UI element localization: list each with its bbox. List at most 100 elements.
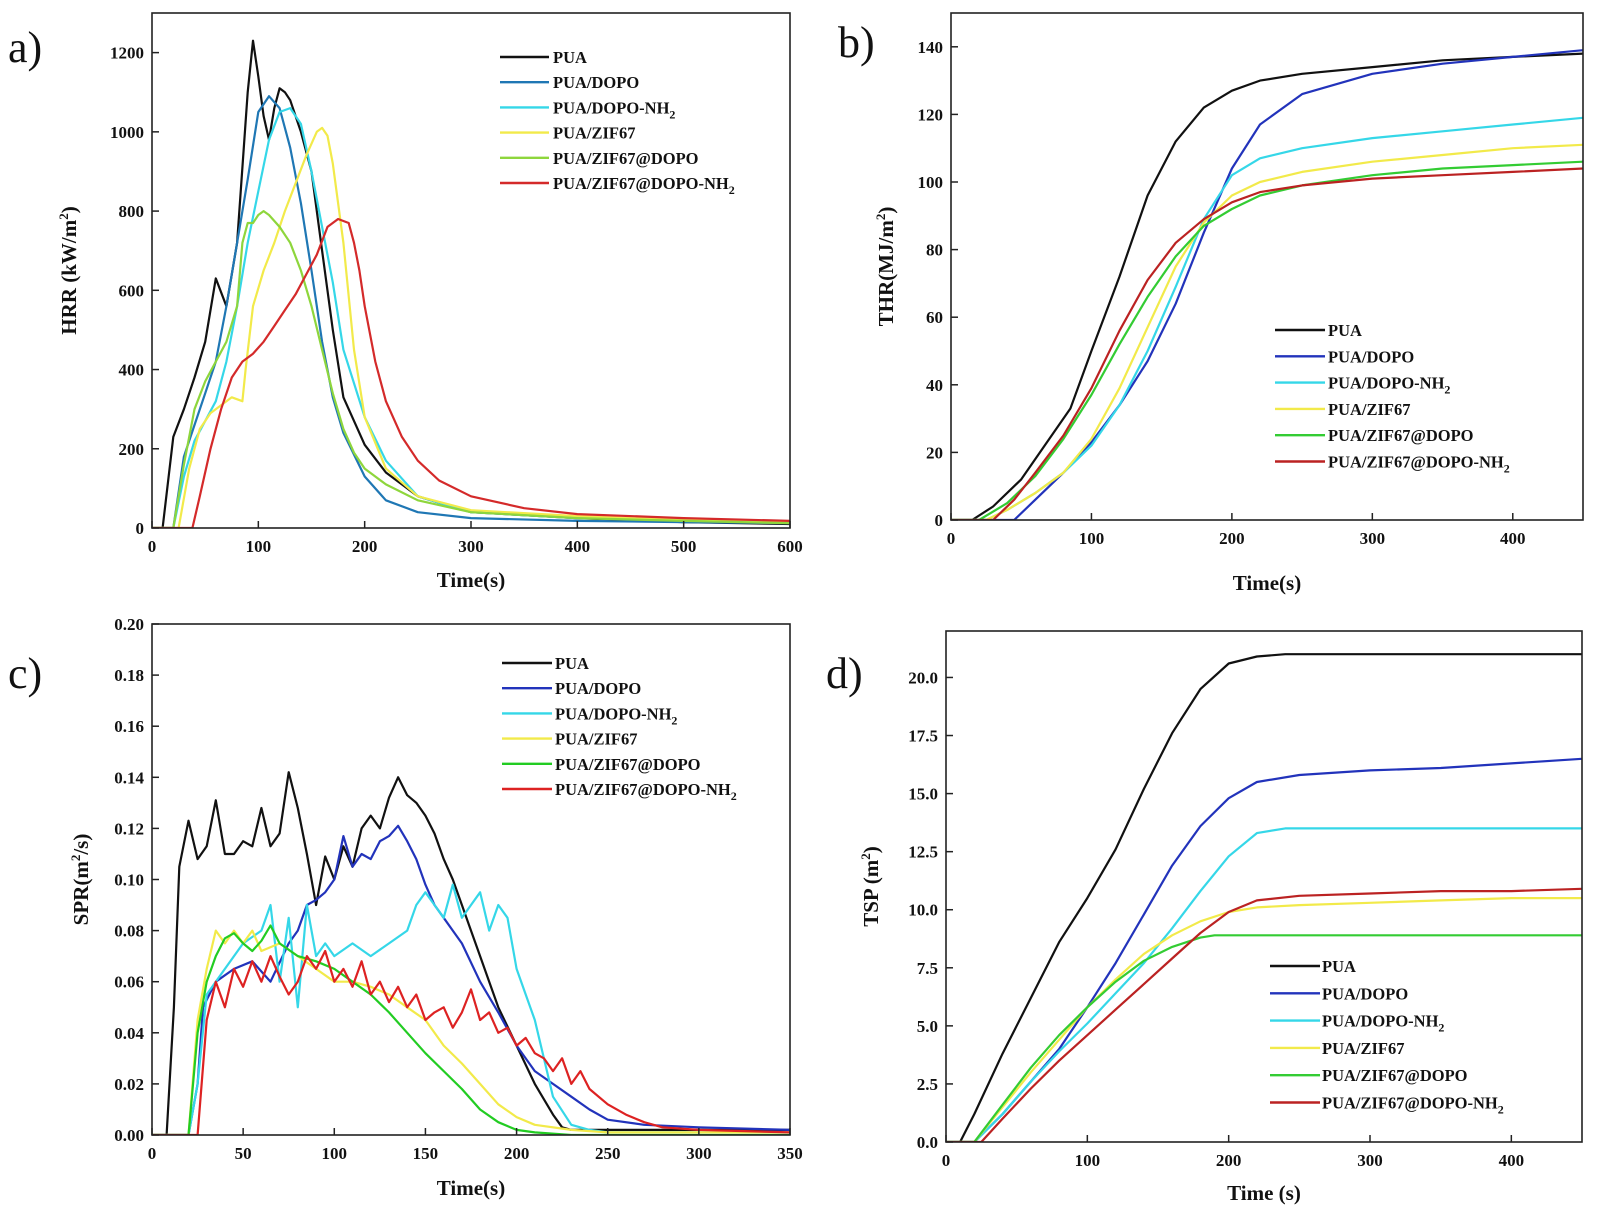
series-line-pua-zif67-dopo <box>152 210 790 528</box>
y-tick-label: 40 <box>926 376 943 395</box>
x-axis-label: Time(s) <box>437 568 505 592</box>
legend-item: PUA/ZIF67@DOPO-NH2 <box>1270 1094 1504 1117</box>
y-tick-label: 0.10 <box>114 871 144 890</box>
y-tick-label: 0.02 <box>114 1075 144 1094</box>
legend-item: PUA <box>1270 957 1356 976</box>
x-tick-label: 200 <box>1216 1151 1242 1170</box>
y-tick-label: 20 <box>926 443 943 462</box>
x-axis-label: Time (s) <box>1227 1181 1301 1205</box>
x-tick-label: 0 <box>947 529 956 548</box>
y-tick-label: 0.18 <box>114 666 144 685</box>
series-line-pua-zif67 <box>951 143 1583 520</box>
y-tick-label: 0.08 <box>114 922 144 941</box>
series-line-pua-zif67-dopo <box>152 924 790 1135</box>
plot-frame <box>151 623 791 1136</box>
series-line-pua-dopo <box>152 824 790 1135</box>
legend-item: PUA/ZIF67@DOPO <box>1270 1066 1468 1085</box>
series-line-pua-zif67-dopo-nh2 <box>152 949 790 1135</box>
y-tick-label: 0 <box>935 511 944 530</box>
series-group <box>152 771 790 1135</box>
series-line-pua-zif67-dopo <box>946 934 1582 1142</box>
legend-label: PUA/ZIF67 <box>1328 400 1411 419</box>
legend-label: PUA/DOPO-NH2 <box>1322 1012 1444 1035</box>
x-tick-label: 250 <box>595 1144 621 1163</box>
x-tick-label: 400 <box>1499 1151 1525 1170</box>
x-tick-label: 100 <box>1079 529 1105 548</box>
series-line-pua <box>152 771 790 1135</box>
series-line-pua-zif67-dopo-nh2 <box>951 167 1583 520</box>
legend-item: PUA <box>1275 321 1362 340</box>
y-tick-label: 1000 <box>110 123 144 142</box>
y-tick-label: 0.20 <box>114 615 144 634</box>
y-tick-label: 0.16 <box>114 717 144 736</box>
legend-item: PUA/DOPO-NH2 <box>500 98 675 121</box>
legend-label: PUA <box>553 48 587 67</box>
legend-item: PUA/ZIF67 <box>1270 1039 1405 1058</box>
x-tick-label: 200 <box>504 1144 530 1163</box>
x-tick-label: 0 <box>942 1151 951 1170</box>
legend-label: PUA/DOPO <box>1322 984 1408 1003</box>
y-tick-label: 200 <box>119 440 145 459</box>
x-tick-label: 300 <box>1357 1151 1383 1170</box>
legend-item: PUA/DOPO-NH2 <box>1275 374 1450 397</box>
legend-item: PUA <box>500 48 587 67</box>
series-group <box>152 39 790 528</box>
y-tick-label: 17.5 <box>908 727 938 746</box>
series-line-pua-zif67-dopo-nh2 <box>946 887 1582 1142</box>
legend-label: PUA/ZIF67@DOPO <box>1322 1066 1468 1085</box>
panel-letter: b) <box>838 18 875 67</box>
y-axis-label: SPR(m2/s) <box>68 834 93 926</box>
legend-item: PUA/ZIF67@DOPO-NH2 <box>500 174 735 197</box>
y-tick-label: 12.5 <box>908 843 938 862</box>
y-axis-label: HRR (kW/m2) <box>56 206 81 334</box>
x-tick-label: 50 <box>235 1144 252 1163</box>
panel-letter: a) <box>8 23 42 72</box>
legend-label: PUA/DOPO <box>553 73 639 92</box>
x-tick-label: 200 <box>1219 529 1245 548</box>
series-line-pua-dopo-nh2 <box>946 827 1582 1142</box>
legend-label: PUA/DOPO-NH2 <box>553 98 675 121</box>
legend: PUA PUA/DOPO PUA/DOPO-NH2 PUA/ZIF67 PUA/ZIF6… <box>1275 321 1510 476</box>
x-tick-label: 350 <box>777 1144 803 1163</box>
x-axis-label: Time(s) <box>437 1176 505 1200</box>
y-tick-label: 140 <box>918 38 944 57</box>
panel-letter: c) <box>8 649 42 698</box>
legend-item: PUA/DOPO-NH2 <box>502 704 677 727</box>
legend-item: PUA/DOPO <box>502 679 641 698</box>
y-tick-label: 1200 <box>110 44 144 63</box>
y-tick-label: 600 <box>119 281 145 300</box>
x-tick-label: 100 <box>1075 1151 1101 1170</box>
x-tick-label: 300 <box>1360 529 1386 548</box>
y-tick-label: 10.0 <box>908 901 938 920</box>
y-tick-label: 7.5 <box>917 959 938 978</box>
x-tick-label: 100 <box>246 537 272 556</box>
x-tick-label: 600 <box>777 537 803 556</box>
y-tick-label: 0.0 <box>917 1133 938 1152</box>
y-tick-label: 100 <box>918 173 944 192</box>
series-line-pua <box>152 39 790 528</box>
y-tick-label: 120 <box>918 105 944 124</box>
legend-label: PUA <box>1322 957 1356 976</box>
series-line-pua-dopo <box>152 95 790 528</box>
legend-label: PUA/DOPO-NH2 <box>555 704 677 727</box>
legend-item: PUA <box>502 654 589 673</box>
legend-item: PUA/ZIF67@DOPO <box>1275 426 1474 445</box>
y-tick-label: 0.14 <box>114 768 144 787</box>
legend-label: PUA/DOPO <box>1328 347 1414 366</box>
legend-label: PUA/ZIF67@DOPO <box>1328 426 1474 445</box>
y-tick-label: 2.5 <box>917 1075 938 1094</box>
x-tick-label: 100 <box>322 1144 348 1163</box>
legend-item: PUA/ZIF67@DOPO-NH2 <box>502 780 737 803</box>
y-tick-label: 5.0 <box>917 1017 938 1036</box>
legend: PUA PUA/DOPO PUA/DOPO-NH2 PUA/ZIF67 PUA/ZIF6… <box>1270 957 1504 1117</box>
legend-label: PUA/ZIF67@DOPO-NH2 <box>1322 1094 1504 1117</box>
legend-label: PUA/ZIF67@DOPO-NH2 <box>553 174 735 197</box>
plot-frame <box>950 12 1584 521</box>
x-tick-label: 300 <box>458 537 484 556</box>
legend-label: PUA/ZIF67 <box>1322 1039 1405 1058</box>
legend-item: PUA/DOPO <box>500 73 639 92</box>
x-tick-label: 150 <box>413 1144 439 1163</box>
x-tick-label: 200 <box>352 537 378 556</box>
legend-label: PUA/ZIF67@DOPO <box>555 755 701 774</box>
x-tick-label: 0 <box>148 537 157 556</box>
